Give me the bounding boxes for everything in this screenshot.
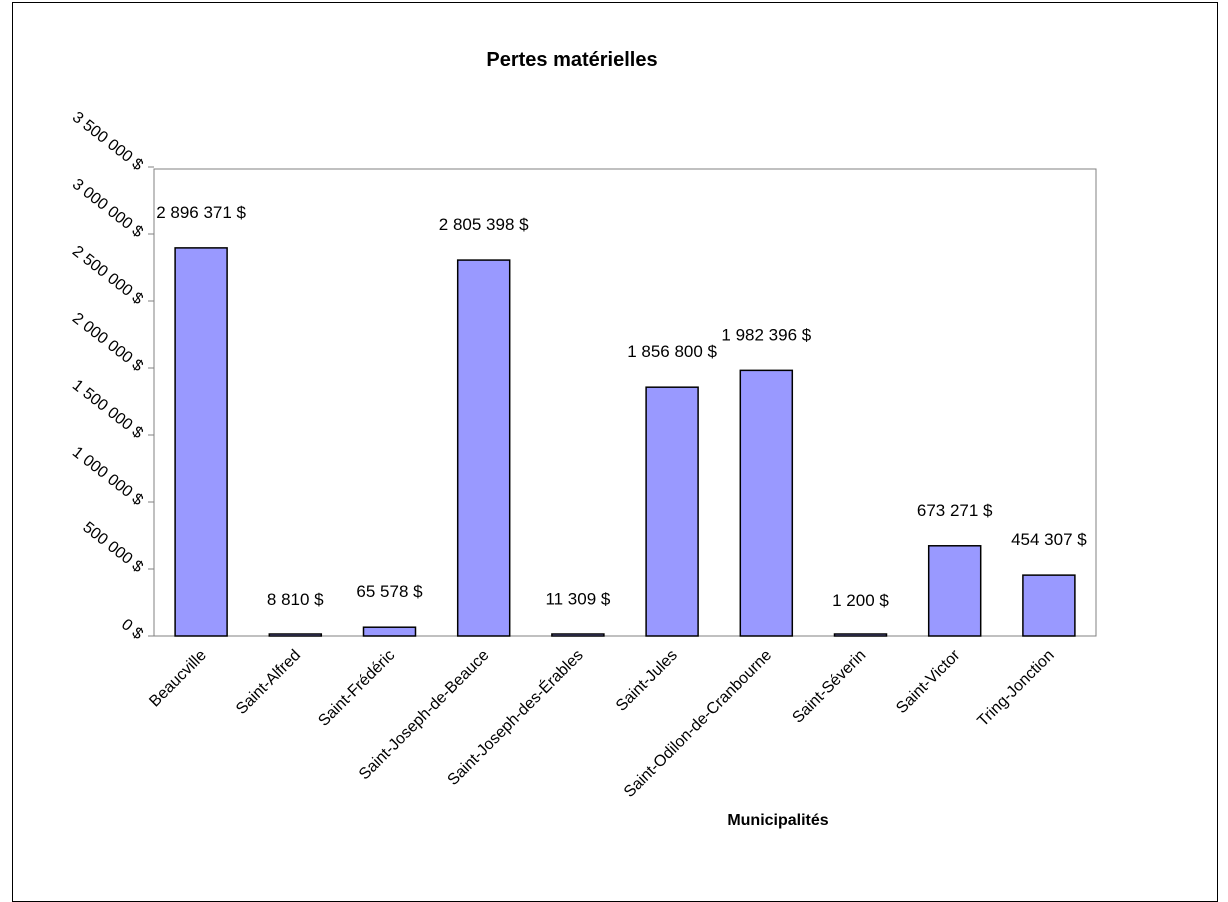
- data-label: 2 896 371 $: [156, 203, 246, 222]
- x-tick-label: Tring-Jonction: [974, 647, 1057, 730]
- data-label: 1 200 $: [832, 591, 889, 610]
- data-label: 8 810 $: [267, 590, 324, 609]
- x-tick-label: Saint-Jules: [613, 647, 681, 715]
- x-tick-label: Saint-Alfred: [233, 647, 304, 718]
- y-tick-label: 0 $: [118, 616, 146, 643]
- y-tick-label: 2 500 000 $: [69, 243, 146, 308]
- chart-title: Pertes matérielles: [486, 49, 657, 71]
- bar: [174, 247, 228, 637]
- bar: [833, 633, 888, 637]
- bar: [1022, 574, 1076, 637]
- y-tick-label: 1 000 000 $: [69, 444, 146, 509]
- bar: [927, 545, 982, 637]
- x-tick-labels: Beaucville Saint-Alfred Saint-Frédéric Sain…: [146, 645, 1057, 801]
- data-label: 673 271 $: [917, 501, 993, 520]
- data-labels: 2 896 371 $ 8 810 $ 65 578 $ 2 805 398 $ 11 …: [156, 203, 1087, 610]
- bar: [551, 633, 605, 637]
- bar: [456, 259, 511, 637]
- x-tick-label: Saint-Séverin: [789, 647, 869, 727]
- data-label: 2 805 398 $: [439, 215, 529, 234]
- x-axis-title: Municipalités: [727, 812, 828, 829]
- data-label: 1 856 800 $: [627, 342, 717, 361]
- x-tick-label: Beaucville: [146, 647, 210, 711]
- x-tick-label: Saint-Victor: [893, 646, 964, 717]
- bar: [645, 386, 699, 637]
- y-tick-label: 3 000 000 $: [69, 176, 146, 241]
- bars: [174, 247, 1076, 637]
- data-label: 454 307 $: [1011, 530, 1087, 549]
- y-tick-label: 3 500 000 $: [69, 109, 146, 174]
- data-label: 65 578 $: [356, 582, 423, 601]
- data-label: 11 309 $: [545, 589, 610, 608]
- x-tick-label: Saint-Frédéric: [315, 647, 398, 730]
- y-tick-label: 1 500 000 $: [69, 377, 146, 442]
- bar-chart: Pertes matérielles 0 $ 500 000 $ 1 000 000…: [69, 49, 1097, 829]
- y-tick-label: 2 000 000 $: [69, 310, 146, 375]
- bar: [268, 633, 323, 637]
- y-tick-label: 500 000 $: [79, 519, 146, 576]
- data-label: 1 982 396 $: [721, 325, 811, 344]
- x-tick-label: Saint-Odilon-de-Cranbourne: [621, 647, 775, 801]
- bar: [362, 626, 417, 637]
- y-axis: 0 $ 500 000 $ 1 000 000 $1 500 000 $2 000 …: [69, 109, 154, 643]
- bar: [739, 369, 794, 637]
